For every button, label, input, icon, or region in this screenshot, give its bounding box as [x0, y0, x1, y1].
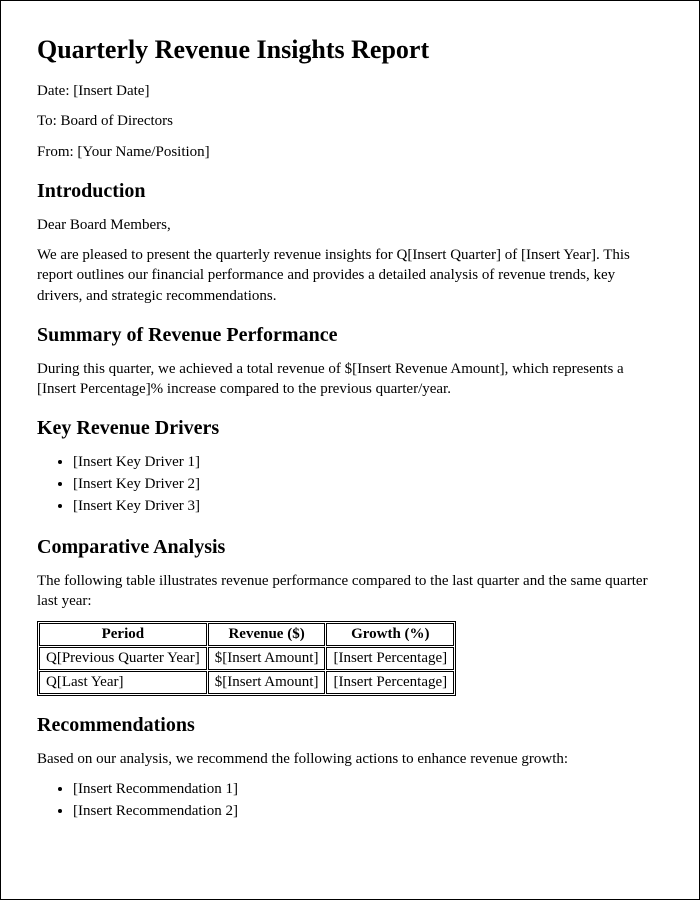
salutation: Dear Board Members,: [37, 215, 663, 235]
recommendations-intro: Based on our analysis, we recommend the …: [37, 749, 663, 769]
table-cell: $[Insert Amount]: [208, 671, 326, 694]
table-cell: [Insert Percentage]: [326, 671, 454, 694]
list-item: [Insert Recommendation 1]: [73, 779, 663, 801]
list-item: [Insert Recommendation 2]: [73, 801, 663, 823]
summary-heading: Summary of Revenue Performance: [37, 324, 663, 347]
table-cell: $[Insert Amount]: [208, 647, 326, 670]
date-line: Date: [Insert Date]: [37, 81, 663, 101]
comparative-intro: The following table illustrates revenue …: [37, 571, 663, 612]
introduction-body: We are pleased to present the quarterly …: [37, 245, 663, 306]
table-cell: Q[Previous Quarter Year]: [39, 647, 207, 670]
drivers-heading: Key Revenue Drivers: [37, 417, 663, 440]
document-page: Quarterly Revenue Insights Report Date: …: [0, 0, 700, 900]
table-row: Q[Previous Quarter Year] $[Insert Amount…: [39, 647, 454, 670]
document-title: Quarterly Revenue Insights Report: [37, 35, 663, 65]
to-line: To: Board of Directors: [37, 111, 663, 131]
drivers-list: [Insert Key Driver 1] [Insert Key Driver…: [37, 452, 663, 517]
table-cell: Q[Last Year]: [39, 671, 207, 694]
table-header: Revenue ($): [208, 623, 326, 646]
table-header-row: Period Revenue ($) Growth (%): [39, 623, 454, 646]
recommendations-list: [Insert Recommendation 1] [Insert Recomm…: [37, 779, 663, 823]
list-item: [Insert Key Driver 1]: [73, 452, 663, 474]
table-header: Period: [39, 623, 207, 646]
from-line: From: [Your Name/Position]: [37, 142, 663, 162]
comparative-table: Period Revenue ($) Growth (%) Q[Previous…: [37, 621, 456, 696]
introduction-heading: Introduction: [37, 180, 663, 203]
summary-body: During this quarter, we achieved a total…: [37, 359, 663, 400]
table-cell: [Insert Percentage]: [326, 647, 454, 670]
table-row: Q[Last Year] $[Insert Amount] [Insert Pe…: [39, 671, 454, 694]
recommendations-heading: Recommendations: [37, 714, 663, 737]
table-header: Growth (%): [326, 623, 454, 646]
comparative-heading: Comparative Analysis: [37, 536, 663, 559]
list-item: [Insert Key Driver 2]: [73, 474, 663, 496]
list-item: [Insert Key Driver 3]: [73, 496, 663, 518]
